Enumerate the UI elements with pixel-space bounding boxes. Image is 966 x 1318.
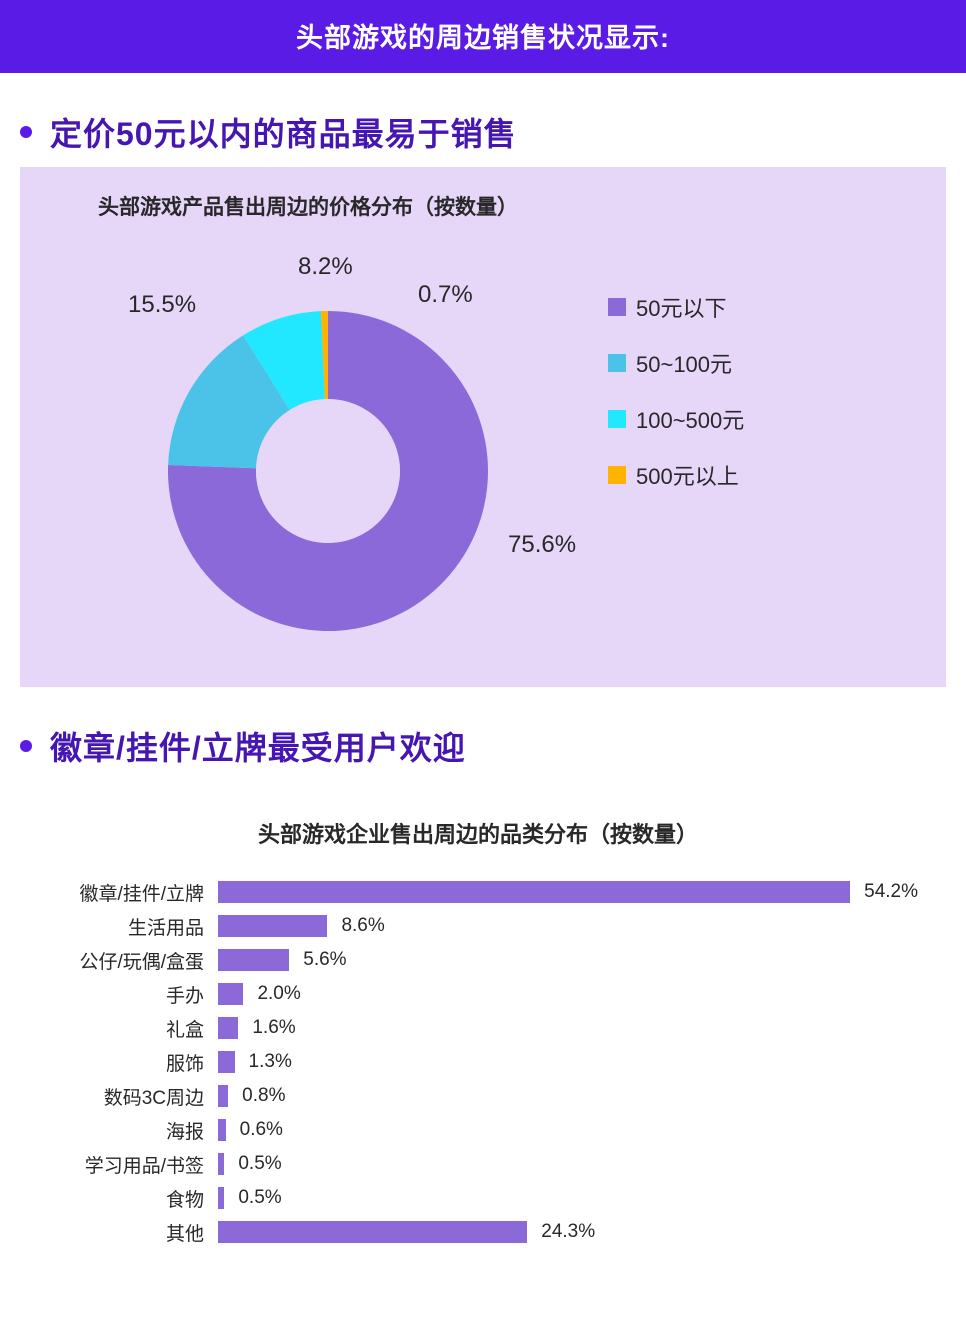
bar-track: 0.8%: [218, 1085, 918, 1107]
bar-value-label: 24.3%: [541, 1221, 595, 1243]
bar-category-label: 其他: [38, 1219, 218, 1246]
bar-value-label: 1.6%: [252, 1017, 295, 1039]
bar-fill: [218, 1153, 224, 1175]
section2-heading: 徽章/挂件/立牌最受用户欢迎: [20, 723, 966, 769]
header-title: 头部游戏的周边销售状况显示:: [296, 23, 670, 53]
donut-slice-label: 15.5%: [128, 291, 196, 319]
bar-fill: [218, 1017, 238, 1039]
legend-row: 50元以下: [608, 291, 744, 323]
legend-swatch: [608, 354, 626, 372]
legend-label: 50元以下: [636, 291, 726, 323]
donut-slice-label: 75.6%: [508, 531, 576, 559]
donut-slice-label: 8.2%: [298, 253, 353, 281]
bar-category-label: 食物: [38, 1185, 218, 1212]
bar-fill: [218, 983, 243, 1005]
bullet-icon: [20, 740, 32, 752]
bar-track: 5.6%: [218, 949, 918, 971]
bar-track: 8.6%: [218, 915, 918, 937]
bar-track: 24.3%: [218, 1221, 918, 1243]
bar-category-label: 徽章/挂件/立牌: [38, 879, 218, 906]
legend-label: 500元以上: [636, 459, 739, 491]
bar-row: 徽章/挂件/立牌 54.2%: [38, 877, 918, 907]
header-banner: 头部游戏的周边销售状况显示:: [0, 0, 966, 73]
bar-value-label: 54.2%: [864, 881, 918, 903]
bar-category-label: 数码3C周边: [38, 1083, 218, 1110]
donut-chart-area: 75.6%15.5%8.2%0.7% 50元以下50~100元100~500元5…: [48, 231, 918, 651]
legend-label: 100~500元: [636, 403, 744, 435]
bar-track: 0.5%: [218, 1187, 918, 1209]
bar-value-label: 2.0%: [257, 983, 300, 1005]
bullet-icon: [20, 126, 32, 138]
legend-swatch: [608, 466, 626, 484]
section1-heading-text: 定价50元以内的商品最易于销售: [50, 109, 517, 155]
bar-track: 1.6%: [218, 1017, 918, 1039]
bar-chart-title: 头部游戏企业售出周边的品类分布（按数量）: [38, 817, 918, 849]
bar-value-label: 8.6%: [341, 915, 384, 937]
donut-legend: 50元以下 50~100元 100~500元 500元以上: [608, 291, 744, 515]
bar-fill: [218, 1051, 235, 1073]
bar-value-label: 0.8%: [242, 1085, 285, 1107]
bar-value-label: 0.5%: [238, 1187, 281, 1209]
bar-value-label: 0.6%: [240, 1119, 283, 1141]
bar-row: 礼盒 1.6%: [38, 1013, 918, 1043]
bar-row: 海报 0.6%: [38, 1115, 918, 1145]
bar-category-label: 生活用品: [38, 913, 218, 940]
bar-track: 0.6%: [218, 1119, 918, 1141]
bar-track: 0.5%: [218, 1153, 918, 1175]
bar-row: 食物 0.5%: [38, 1183, 918, 1213]
donut-slice-label: 0.7%: [418, 281, 473, 309]
bar-fill: [218, 1119, 226, 1141]
bar-chart-card: 头部游戏企业售出周边的品类分布（按数量） 徽章/挂件/立牌 54.2% 生活用品 8.…: [20, 781, 946, 1271]
bar-fill: [218, 915, 327, 937]
bar-fill: [218, 881, 850, 903]
bar-fill: [218, 1085, 228, 1107]
bar-value-label: 0.5%: [238, 1153, 281, 1175]
bar-category-label: 公仔/玩偶/盒蛋: [38, 947, 218, 974]
donut-wrap: 75.6% 15.5% 8.2% 0.7%: [48, 231, 608, 651]
bar-value-label: 1.3%: [249, 1051, 292, 1073]
bar-row: 服饰 1.3%: [38, 1047, 918, 1077]
bar-category-label: 礼盒: [38, 1015, 218, 1042]
bar-row: 数码3C周边 0.8%: [38, 1081, 918, 1111]
legend-swatch: [608, 410, 626, 428]
donut-hole: [256, 399, 400, 543]
legend-row: 100~500元: [608, 403, 744, 435]
bar-value-label: 5.6%: [303, 949, 346, 971]
bar-fill: [218, 1221, 527, 1243]
section1-heading: 定价50元以内的商品最易于销售: [20, 109, 966, 155]
bar-row: 公仔/玩偶/盒蛋 5.6%: [38, 945, 918, 975]
bar-category-label: 服饰: [38, 1049, 218, 1076]
bar-fill: [218, 1187, 224, 1209]
bar-row: 其他 24.3%: [38, 1217, 918, 1247]
donut-chart-card: 头部游戏产品售出周边的价格分布（按数量） 75.6%15.5%8.2%0.7% …: [20, 167, 946, 687]
bar-track: 54.2%: [218, 881, 918, 903]
donut-chart-title: 头部游戏产品售出周边的价格分布（按数量）: [98, 191, 918, 221]
legend-row: 50~100元: [608, 347, 744, 379]
section2-heading-text: 徽章/挂件/立牌最受用户欢迎: [50, 723, 466, 769]
bar-row: 手办 2.0%: [38, 979, 918, 1009]
legend-swatch: [608, 298, 626, 316]
bar-row: 学习用品/书签 0.5%: [38, 1149, 918, 1179]
legend-label: 50~100元: [636, 347, 732, 379]
bar-fill: [218, 949, 289, 971]
bar-track: 2.0%: [218, 983, 918, 1005]
bar-category-label: 学习用品/书签: [38, 1151, 218, 1178]
bar-rows: 徽章/挂件/立牌 54.2% 生活用品 8.6% 公仔/玩偶/盒蛋 5.6% 手办 2.0% 礼…: [38, 877, 918, 1247]
bar-row: 生活用品 8.6%: [38, 911, 918, 941]
bar-category-label: 手办: [38, 981, 218, 1008]
legend-row: 500元以上: [608, 459, 744, 491]
bar-category-label: 海报: [38, 1117, 218, 1144]
bar-track: 1.3%: [218, 1051, 918, 1073]
